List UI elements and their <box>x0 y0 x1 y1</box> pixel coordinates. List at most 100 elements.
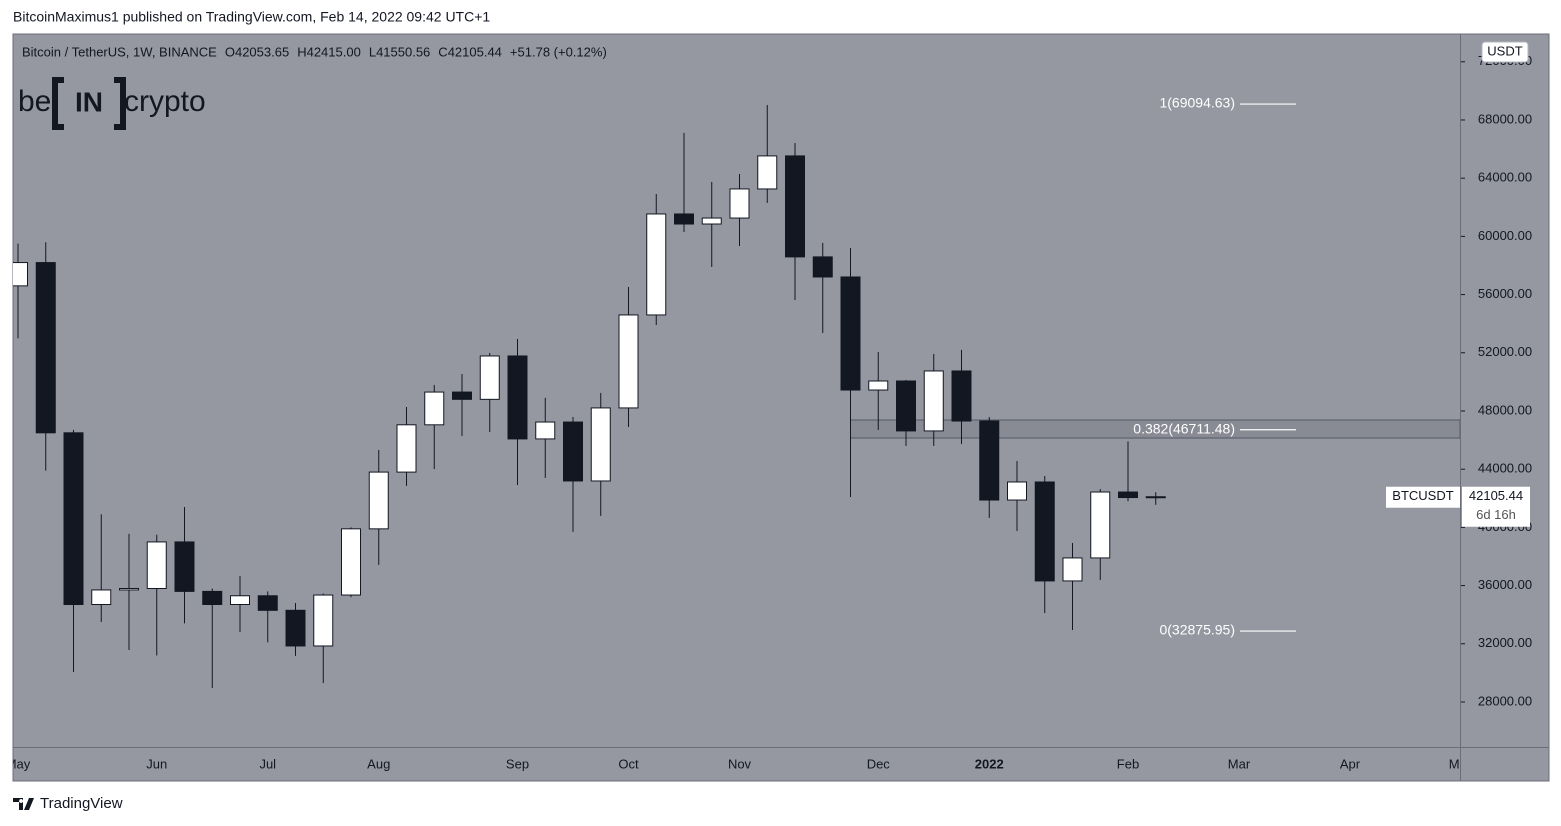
header-text: +51.78 (+0.12%) <box>510 44 607 59</box>
logo: be IN crypto <box>18 77 206 130</box>
candle-body <box>13 262 28 287</box>
header-text: L <box>369 44 376 59</box>
candle-body <box>757 155 778 190</box>
x-tick-label: Apr <box>1340 756 1361 771</box>
candle-body <box>1118 491 1138 499</box>
x-tick-label: Jul <box>259 756 276 771</box>
header-text: Bitcoin / TetherUS, 1W, BINANCE <box>22 44 217 59</box>
candle-body <box>202 590 223 605</box>
tv-logo <box>13 798 34 810</box>
candle-body <box>618 314 639 409</box>
y-tick-label: 32000.00 <box>1478 635 1532 650</box>
candle-body <box>396 424 417 473</box>
time-axis: May Jun Jul Aug Sep Oct Nov Dec 2022 Feb Mar Apr May <box>6 756 1474 771</box>
countdown: 6d 16h <box>1476 507 1516 522</box>
logo-text: be <box>18 85 51 118</box>
candle-body <box>424 391 445 426</box>
candle-body <box>674 213 694 225</box>
x-tick-label: Jun <box>146 756 167 771</box>
candle-body <box>951 370 972 422</box>
x-tick-label: Mar <box>1228 756 1251 771</box>
fib-label: 0(32875.95) <box>1159 622 1235 638</box>
candle-body <box>840 276 861 391</box>
candle-body <box>257 595 278 611</box>
candle-body <box>368 471 389 530</box>
candle-body <box>812 256 833 278</box>
y-tick-label: 36000.00 <box>1478 577 1532 592</box>
symbol-badge <box>1386 486 1460 508</box>
logo-bracket <box>52 77 126 130</box>
price-badge <box>1462 486 1530 527</box>
x-tick-label: Aug <box>367 756 390 771</box>
candle-body <box>174 541 195 592</box>
footer: TradingView <box>13 795 123 812</box>
candle-body <box>563 421 583 482</box>
y-tick-label: 44000.00 <box>1478 461 1532 476</box>
candle-body <box>590 407 611 482</box>
candle-body <box>701 217 722 225</box>
candle-body <box>1062 557 1083 582</box>
x-tick-label: 2022 <box>975 756 1004 771</box>
symbol-tag: BTCUSDT <box>1392 488 1453 503</box>
candle-body <box>729 188 750 219</box>
fib-label: 1(69094.63) <box>1159 95 1235 111</box>
plot-area: 1(69094.63) 0.382(46711.48) 0(32875.95) <box>13 95 1460 689</box>
candle-body <box>91 589 112 605</box>
candle-body <box>1145 496 1166 499</box>
candle-body <box>119 587 139 591</box>
candle-body <box>535 421 556 440</box>
y-tick-label: 48000.00 <box>1478 402 1532 417</box>
candle-body <box>1007 481 1027 501</box>
candle-body <box>507 355 528 440</box>
x-tick-label: May <box>1449 756 1474 771</box>
candle-body <box>646 213 667 316</box>
footer-text: TradingView <box>40 795 123 812</box>
unit-label: USDT <box>1487 43 1522 58</box>
header-text: C <box>438 44 447 59</box>
candle-body <box>285 609 306 647</box>
candle-body <box>868 380 889 391</box>
published-note: BitcoinMaximus1 published on TradingView… <box>13 9 490 25</box>
candle-body <box>146 541 167 589</box>
header-text: H <box>297 44 306 59</box>
header-text: 42053.65 <box>235 44 289 59</box>
chart-frame <box>12 33 1550 782</box>
x-tick-label: Feb <box>1117 756 1139 771</box>
candle-body <box>341 528 361 596</box>
candle-body <box>230 595 250 605</box>
x-tick-label: May <box>6 756 31 771</box>
last-price: 42105.44 <box>1469 488 1523 503</box>
header-text: 42415.00 <box>307 44 361 59</box>
candle-body <box>1090 491 1111 559</box>
header-text: O <box>225 44 235 59</box>
candle-body <box>452 391 472 400</box>
candle-body <box>785 155 805 258</box>
candle-body <box>63 432 84 605</box>
x-tick-label: Sep <box>506 756 529 771</box>
x-tick-label: Dec <box>867 756 891 771</box>
unit-badge <box>1481 41 1529 63</box>
y-tick-label: 28000.00 <box>1478 693 1532 708</box>
logo-text: IN <box>75 86 103 117</box>
candle-body <box>923 370 944 432</box>
x-tick-label: Nov <box>728 756 752 771</box>
y-tick-label: 56000.00 <box>1478 286 1532 301</box>
candle-body <box>979 420 1000 501</box>
x-tick-label: Oct <box>618 756 639 771</box>
fib-label: 0.382(46711.48) <box>1133 420 1235 436</box>
y-tick-label: 52000.00 <box>1478 344 1532 359</box>
chart-header: Bitcoin / TetherUS, 1W, BINANCE O 42053.65… <box>22 44 607 59</box>
candle-body <box>313 594 334 647</box>
candle-body <box>1034 481 1055 582</box>
y-tick-label: 64000.00 <box>1478 170 1532 185</box>
header-text: 41550.56 <box>376 44 430 59</box>
candle-body <box>479 355 500 400</box>
candle-body <box>35 262 56 434</box>
y-tick-label: 60000.00 <box>1478 228 1532 243</box>
candle-body <box>896 380 916 432</box>
header-text: 42105.44 <box>448 44 502 59</box>
y-tick-label: 68000.00 <box>1478 111 1532 126</box>
logo-text: crypto <box>124 85 206 118</box>
